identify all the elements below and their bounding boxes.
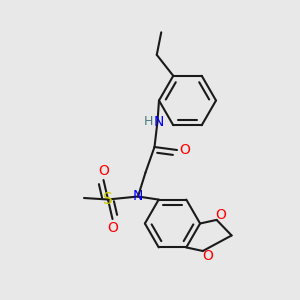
Text: O: O [98, 164, 109, 178]
Text: N: N [133, 190, 143, 203]
Text: O: O [216, 208, 226, 222]
Text: O: O [107, 221, 118, 235]
Text: H: H [144, 115, 153, 128]
Text: O: O [202, 248, 213, 262]
Text: S: S [103, 192, 113, 207]
Text: O: O [179, 143, 190, 157]
Text: N: N [154, 115, 164, 128]
